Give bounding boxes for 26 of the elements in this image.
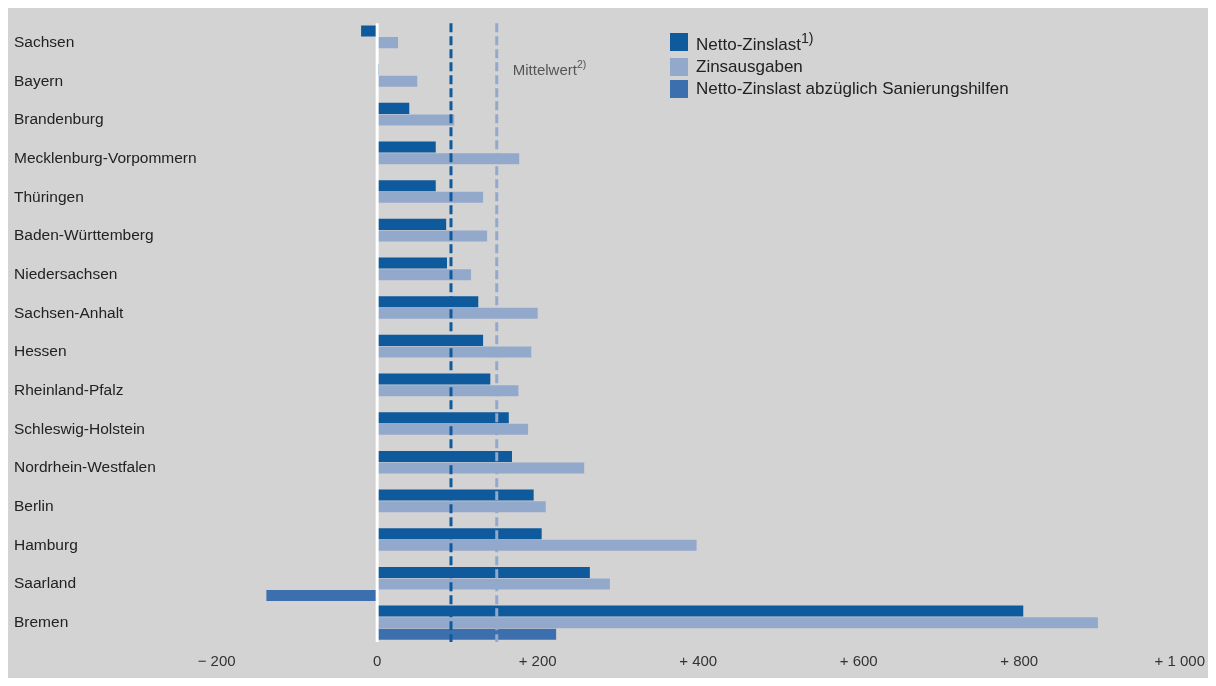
x-tick-label: + 800 [1000, 652, 1039, 670]
legend-label: Zinsausgaben [696, 56, 803, 77]
y-tick-label: Niedersachsen [14, 264, 118, 282]
y-tick-label: Baden-Württemberg [14, 226, 154, 244]
y-tick-label: Bremen [14, 612, 69, 630]
y-tick-label: Saarland [14, 574, 77, 592]
legend-label: Netto-Zinslast$^{1)}$ [696, 30, 814, 55]
y-tick-label: Mecklenburg-Vorpommern [14, 148, 197, 166]
x-tick-label: + 200 [518, 652, 557, 670]
y-tick-label: Schleswig-Holstein [14, 419, 145, 437]
x-tick-label: − 200 [197, 652, 236, 670]
legend-label: Netto-Zinslast abzüglich Sanierungshilfen [696, 78, 1009, 99]
y-tick-label: Bayern [14, 71, 64, 89]
y-tick-label: Sachsen [14, 32, 75, 50]
y-tick-label: Berlin [14, 496, 54, 514]
y-tick-label: Hamburg [14, 535, 78, 553]
y-tick-label: Hessen [14, 342, 67, 360]
y-tick-label: Thüringen [14, 187, 84, 205]
y-tick-label: Brandenburg [14, 110, 104, 128]
y-tick-label: Nordrhein-Westfalen [14, 458, 156, 476]
x-tick-label: + 600 [839, 652, 878, 670]
x-tick-label: + 400 [679, 652, 718, 670]
y-tick-label: Sachsen-Anhalt [14, 303, 125, 321]
x-tick-label: 0 [372, 652, 382, 670]
y-tick-label: Rheinland-Pfalz [14, 380, 124, 398]
x-tick-label: + 1 000 [1154, 652, 1205, 670]
